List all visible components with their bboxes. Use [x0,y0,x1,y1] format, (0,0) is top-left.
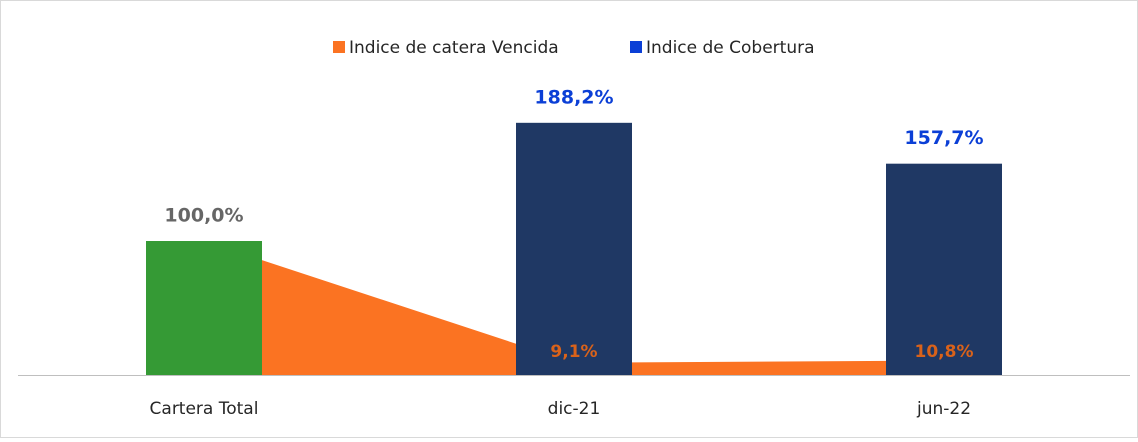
data-label: 188,2% [534,86,613,108]
area-layer [204,241,944,375]
bar [146,241,262,375]
legend-swatch [630,41,642,53]
data-label: 157,7% [904,127,983,149]
legend-swatch [333,41,345,53]
x-tick-label: Cartera Total [150,399,259,419]
legend-label: Indice de Cobertura [646,38,815,58]
x-tick-label: jun-22 [916,399,971,419]
bar-layer [146,122,1002,375]
data-label: 9,1% [550,342,597,362]
bar [886,163,1002,375]
data-label: 10,8% [915,342,974,362]
x-tick-label: dic-21 [548,399,601,419]
bar [516,122,632,375]
legend-label: Indice de catera Vencida [349,38,559,58]
data-label: 100,0% [164,205,243,227]
area [204,241,944,375]
